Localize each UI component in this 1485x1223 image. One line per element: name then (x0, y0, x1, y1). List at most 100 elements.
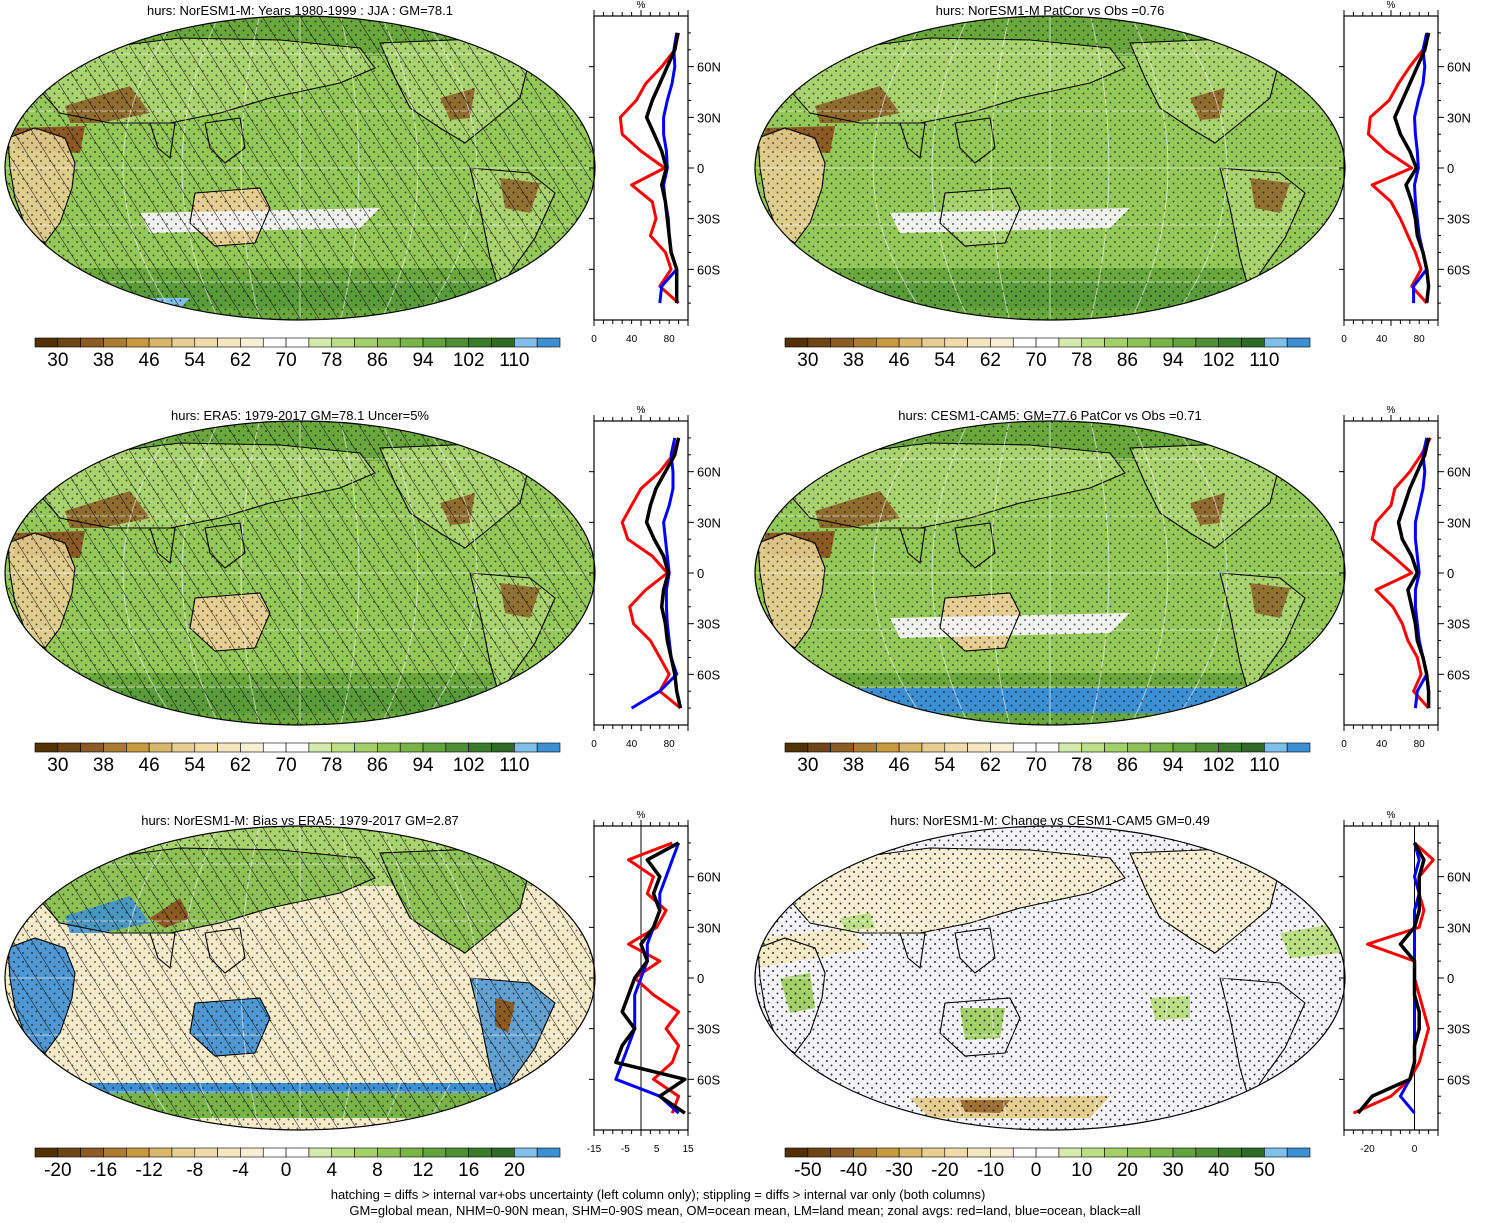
colorbar-label: 102 (453, 350, 485, 371)
lat-tick-label: 0 (697, 971, 704, 986)
lat-tick-label: 60N (1447, 870, 1471, 885)
colorbar-label: 62 (230, 755, 251, 776)
stippling (755, 16, 1345, 320)
colorbar-swatch (1081, 742, 1105, 753)
lat-tick-label: 0 (1447, 566, 1454, 581)
panel-title: hurs: CESM1-CAM5: GM=77.6 PatCor vs Obs … (898, 408, 1201, 423)
colorbar-swatch (1081, 1147, 1105, 1158)
colorbar-swatch (898, 1147, 923, 1158)
colorbar-swatch (445, 1147, 469, 1158)
colorbar-label: 38 (93, 350, 114, 371)
colorbar-swatch (830, 1147, 854, 1158)
colorbar-label: -12 (135, 1160, 162, 1181)
zonal-x-tick-label: 5 (654, 1144, 660, 1155)
colorbar-swatch (1149, 337, 1174, 348)
colorbar-swatch (784, 337, 809, 348)
lat-tick-label: 30N (697, 515, 721, 530)
colorbar-swatch (1172, 742, 1197, 753)
colorbar-label: 102 (1203, 755, 1235, 776)
zonal-unit: % (637, 0, 646, 11)
colorbar-swatch (399, 337, 424, 348)
colorbar-swatch (34, 337, 59, 348)
lat-tick-label: 0 (1447, 971, 1454, 986)
map-field (5, 826, 595, 1130)
lat-tick-label: 60N (697, 465, 721, 480)
colorbar-label: 70 (1026, 755, 1047, 776)
colorbar-label: 10 (1071, 1160, 1092, 1181)
map-border (754, 825, 1346, 1131)
colorbar-label: 110 (499, 350, 529, 371)
colorbar-label: 110 (1249, 755, 1279, 776)
colorbar-swatch (491, 337, 515, 348)
panel-5: hurs: NorESM1-M: Bias vs ERA5: 1979-2017… (4, 810, 721, 1181)
colorbar-label: -16 (90, 1160, 117, 1181)
colorbar-label: 70 (276, 755, 297, 776)
colorbar-swatch (1172, 1147, 1197, 1158)
colorbar-label: 94 (1162, 350, 1184, 371)
colorbar-swatch (514, 742, 538, 753)
colorbar-swatch (331, 1147, 355, 1158)
lat-tick-label: 0 (1447, 161, 1454, 176)
colorbar-label: 62 (230, 350, 251, 371)
zonal-series-all (1356, 842, 1426, 1115)
colorbar-swatch (944, 1147, 968, 1158)
colorbar-swatch (536, 742, 561, 753)
colorbar-label: 78 (1071, 350, 1092, 371)
lat-tick-label: 60N (1447, 465, 1471, 480)
colorbar-swatch (262, 337, 287, 348)
zonal-series-all (1396, 437, 1431, 709)
colorbar-swatch (536, 1147, 561, 1158)
lat-tick-label: 60N (697, 870, 721, 885)
zonal-unit: % (637, 810, 646, 821)
colorbar-swatch (1264, 337, 1288, 348)
colorbar-label: 102 (453, 755, 485, 776)
colorbar-swatch (491, 1147, 515, 1158)
colorbar-label: 30 (797, 755, 818, 776)
colorbar-label: 40 (1208, 1160, 1229, 1181)
colorbar-swatch (171, 742, 196, 753)
hatching (5, 826, 595, 1130)
colorbar-swatch (1081, 337, 1105, 348)
colorbar-swatch (399, 742, 424, 753)
lat-tick-label: 30S (697, 212, 720, 227)
colorbar-swatch (80, 1147, 104, 1158)
colorbar-label: 70 (1026, 350, 1047, 371)
colorbar-swatch (1035, 742, 1060, 753)
colorbar-swatch (1127, 337, 1151, 348)
colorbar-label: 110 (1249, 350, 1279, 371)
colorbar-label: 50 (1254, 1160, 1275, 1181)
colorbar-label: 8 (372, 1160, 383, 1181)
colorbar-label: 0 (281, 1160, 292, 1181)
zonal-x-tick-label: 0 (1341, 739, 1347, 750)
colorbar-label: 38 (843, 350, 864, 371)
colorbar-swatch (1218, 337, 1242, 348)
zonal-x-tick-label: 0 (1341, 334, 1347, 345)
colorbar-swatch (240, 742, 264, 753)
panel-2: hurs: NorESM1-M PatCor vs Obs =0.76 % 60N 3… (754, 0, 1471, 371)
colorbar-swatch (354, 742, 378, 753)
colorbar-swatch (194, 1147, 218, 1158)
colorbar-label: 46 (889, 755, 910, 776)
colorbar-label: 86 (367, 350, 388, 371)
panel-4: hurs: CESM1-CAM5: GM=77.6 PatCor vs Obs … (754, 405, 1471, 776)
colorbar-swatch (217, 742, 241, 753)
colorbar-swatch (103, 1147, 127, 1158)
map-field (755, 421, 1345, 725)
colorbar-label: -8 (186, 1160, 203, 1181)
lat-tick-label: 60S (1447, 262, 1470, 277)
colorbar-label: -4 (232, 1160, 249, 1181)
lat-tick-label: 30S (1447, 1022, 1470, 1037)
colorbar-label: 94 (1162, 755, 1184, 776)
zonal-x-tick-label: -20 (1360, 1144, 1375, 1155)
zonal-series-all (614, 841, 687, 1115)
map-field (755, 826, 1345, 1130)
colorbar-swatch (1241, 742, 1265, 753)
colorbar-swatch (1286, 337, 1311, 348)
colorbar-swatch (898, 742, 923, 753)
map-border (4, 825, 596, 1131)
colorbar-swatch (399, 1147, 424, 1158)
colorbar-swatch (1058, 337, 1083, 348)
colorbar-swatch (1104, 1147, 1128, 1158)
colorbar-swatch (57, 742, 81, 753)
hatching (5, 16, 595, 320)
